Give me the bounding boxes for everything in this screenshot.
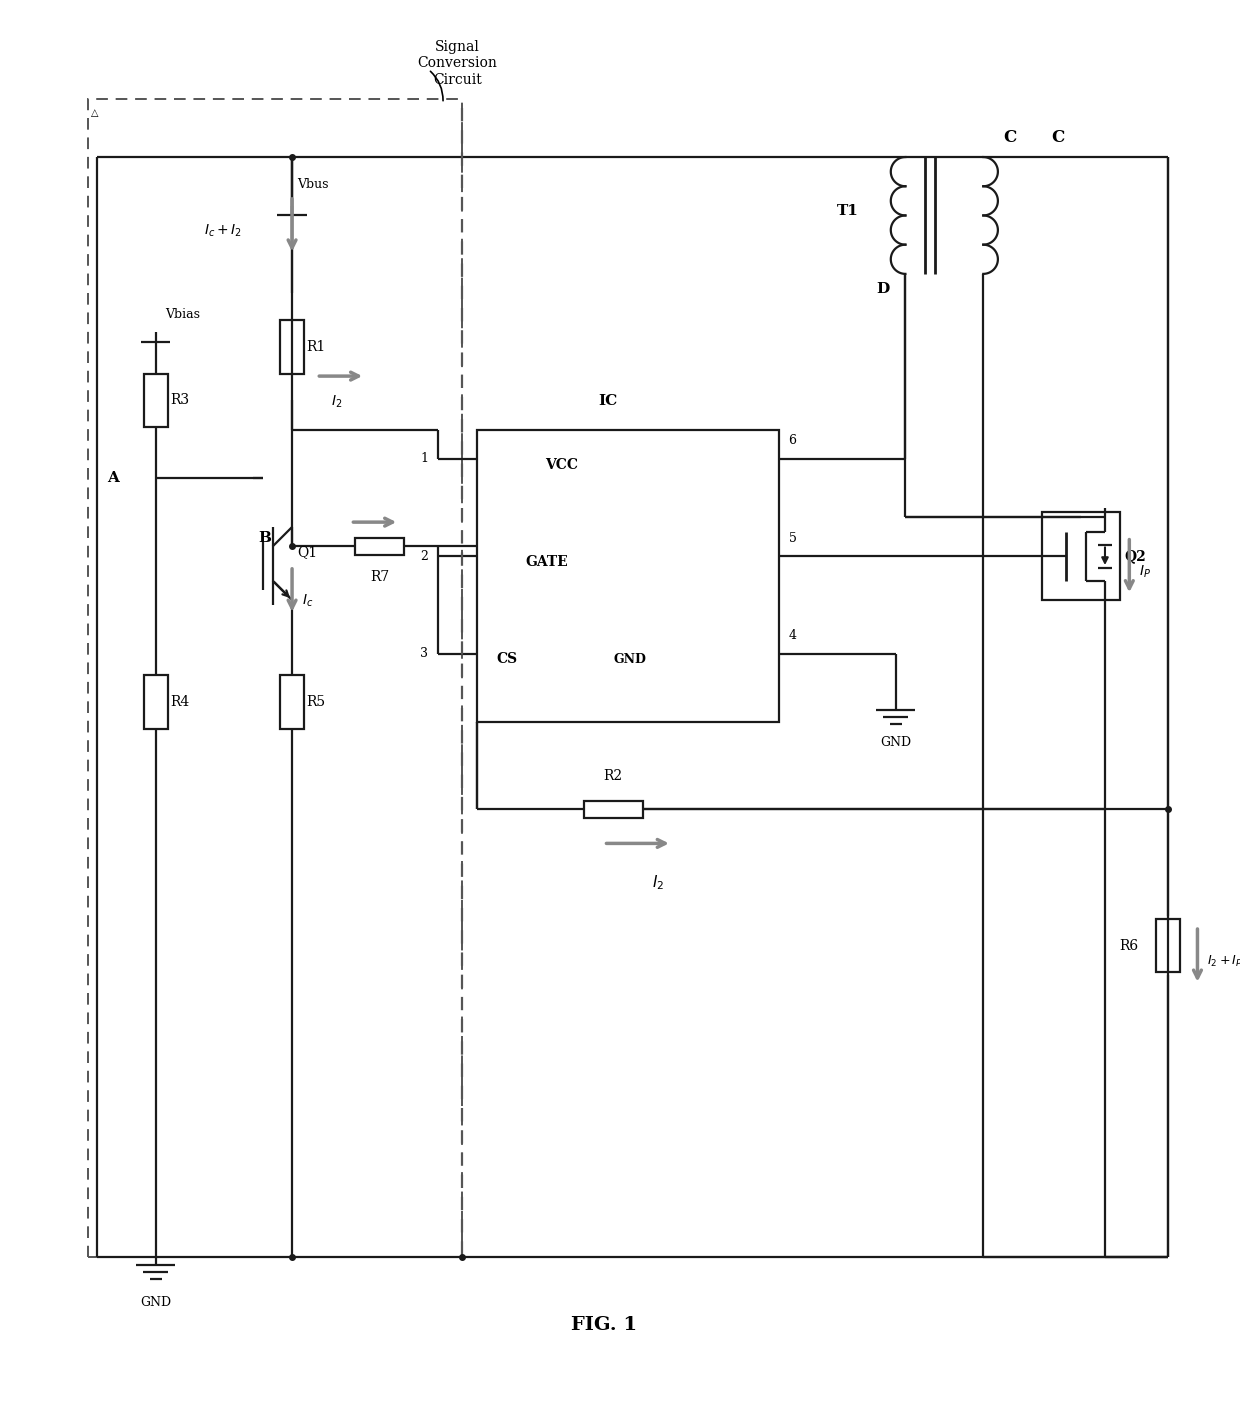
Text: R3: R3 bbox=[170, 394, 190, 408]
Text: Vbus: Vbus bbox=[296, 178, 329, 191]
Text: $I_2$: $I_2$ bbox=[652, 873, 665, 892]
Text: $I_c + I_2$: $I_c + I_2$ bbox=[205, 223, 243, 239]
Text: GND: GND bbox=[614, 653, 646, 667]
Text: R6: R6 bbox=[1120, 939, 1138, 953]
Text: $I_2 + I_P$: $I_2 + I_P$ bbox=[1208, 954, 1240, 970]
Text: $I_c$: $I_c$ bbox=[301, 593, 314, 609]
Text: B: B bbox=[258, 530, 272, 545]
Text: $I_P$: $I_P$ bbox=[1140, 563, 1151, 580]
Bar bbox=[144, 374, 167, 427]
Text: 4: 4 bbox=[789, 629, 796, 641]
Bar bbox=[584, 801, 642, 818]
Bar bbox=[88, 98, 463, 1257]
Text: D: D bbox=[877, 283, 889, 296]
Text: Q1: Q1 bbox=[296, 545, 317, 559]
Bar bbox=[356, 538, 404, 555]
Text: Vbias: Vbias bbox=[165, 307, 201, 321]
Text: FIG. 1: FIG. 1 bbox=[570, 1317, 636, 1334]
Text: Q2: Q2 bbox=[1125, 549, 1146, 563]
Bar bbox=[477, 429, 779, 722]
Text: C: C bbox=[1003, 129, 1016, 146]
Text: GATE: GATE bbox=[526, 555, 568, 569]
Text: R7: R7 bbox=[370, 570, 389, 583]
Text: CS: CS bbox=[496, 653, 517, 667]
Text: R2: R2 bbox=[604, 769, 622, 784]
Text: R5: R5 bbox=[306, 695, 326, 710]
Text: IC: IC bbox=[599, 394, 618, 408]
Text: △: △ bbox=[91, 108, 98, 118]
Text: GND: GND bbox=[880, 737, 911, 749]
Text: GND: GND bbox=[140, 1295, 171, 1308]
Bar bbox=[1156, 919, 1180, 973]
Bar bbox=[280, 320, 304, 374]
Text: 5: 5 bbox=[789, 532, 796, 545]
Text: 1: 1 bbox=[420, 452, 428, 465]
Text: T1: T1 bbox=[837, 205, 859, 219]
Text: 2: 2 bbox=[420, 550, 428, 563]
Text: Signal
Conversion
Circuit: Signal Conversion Circuit bbox=[418, 40, 497, 87]
Text: 3: 3 bbox=[420, 647, 428, 660]
Text: $I_2$: $I_2$ bbox=[331, 394, 342, 410]
Text: A: A bbox=[107, 471, 119, 485]
Text: VCC: VCC bbox=[546, 458, 578, 472]
Text: 6: 6 bbox=[789, 434, 796, 448]
Bar bbox=[280, 675, 304, 729]
Text: R4: R4 bbox=[170, 695, 190, 710]
Bar bbox=[144, 675, 167, 729]
Bar bbox=[1042, 512, 1120, 600]
Text: R1: R1 bbox=[306, 340, 326, 354]
Text: C: C bbox=[1052, 129, 1065, 146]
